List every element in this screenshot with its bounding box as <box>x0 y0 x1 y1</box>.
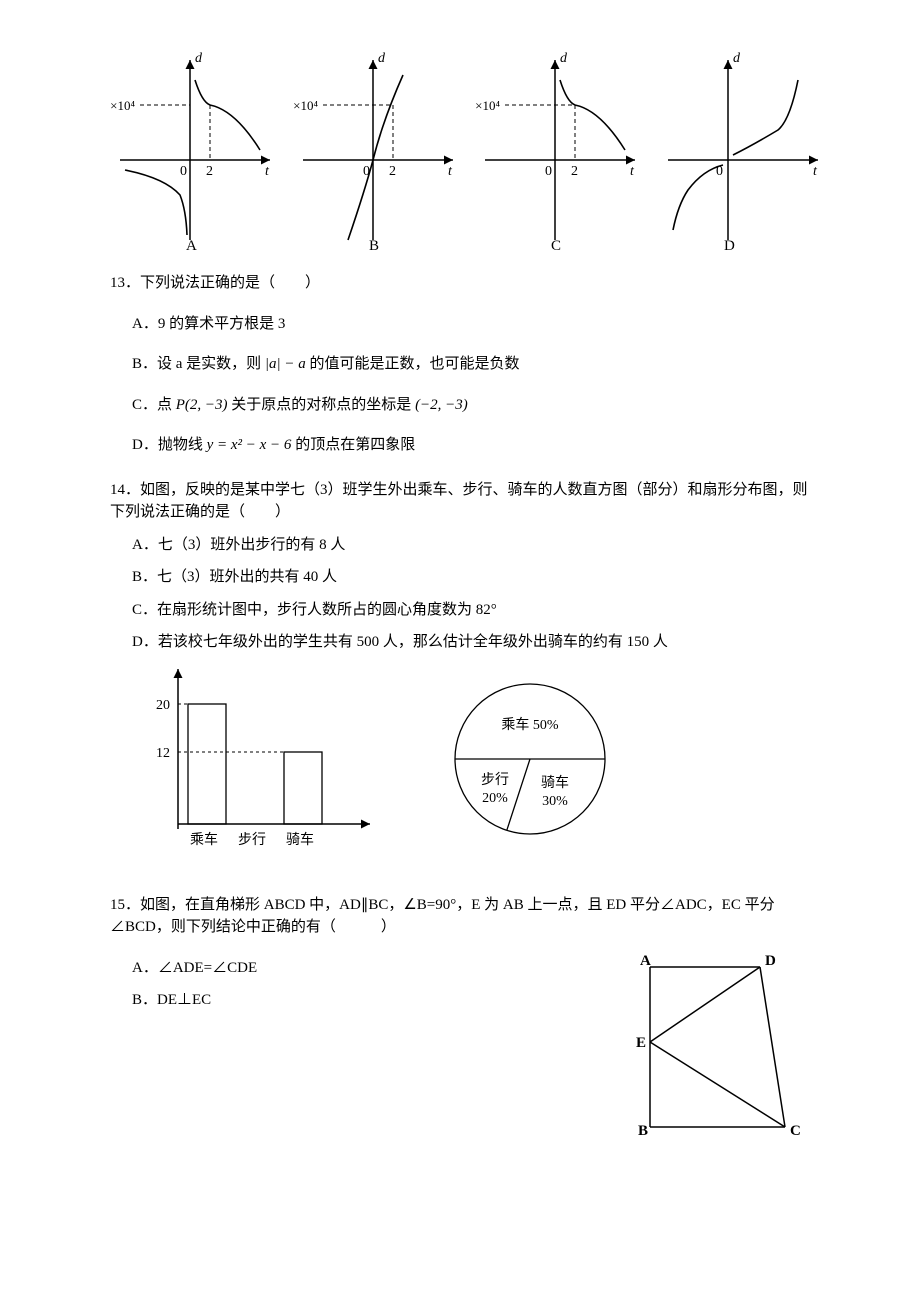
svg-text:20: 20 <box>156 698 170 713</box>
svg-text:A: A <box>640 953 651 969</box>
svg-text:乘车 50%: 乘车 50% <box>501 716 558 733</box>
svg-text:t: t <box>813 164 818 179</box>
graph-options-row: d t 0 1×10⁴ 2 A d t 0 1×10⁴ 2 B <box>110 50 820 250</box>
svg-text:t: t <box>630 164 635 179</box>
svg-text:E: E <box>636 1035 646 1051</box>
svg-text:乘车: 乘车 <box>190 831 218 848</box>
q13-option-c: C．点 P(2, −3) 关于原点的对称点的坐标是 (−2, −3) <box>132 394 820 417</box>
svg-text:d: d <box>378 51 386 66</box>
svg-text:2: 2 <box>571 164 578 179</box>
svg-text:C: C <box>551 238 561 250</box>
graph-option-c: d t 0 1×10⁴ 2 C <box>475 50 638 250</box>
q13-option-a: A．9 的算术平方根是 3 <box>132 313 820 336</box>
q14-option-c: C．在扇形统计图中，步行人数所占的圆心角度数为 82° <box>132 599 820 622</box>
graph-option-a: d t 0 1×10⁴ 2 A <box>110 50 273 250</box>
svg-text:t: t <box>448 164 453 179</box>
graph-option-d: d t 0 D <box>658 50 821 250</box>
x-tick: 2 <box>206 164 213 179</box>
svg-text:C: C <box>790 1123 801 1139</box>
graph-option-b: d t 0 1×10⁴ 2 B <box>293 50 456 250</box>
q14-charts: 20 12 乘车 步行 骑车 乘车 50% 步行 20% 骑车 30% <box>140 664 820 854</box>
svg-text:骑车: 骑车 <box>541 774 569 791</box>
q14-option-d: D．若该校七年级外出的学生共有 500 人，那么估计全年级外出骑车的约有 150… <box>132 631 820 654</box>
q14-option-a: A．七（3）班外出步行的有 8 人 <box>132 534 820 557</box>
svg-text:30%: 30% <box>542 794 568 809</box>
q13-stem: 13．下列说法正确的是（ ） <box>110 272 820 295</box>
q15-figure: A D C B E <box>620 947 820 1147</box>
q14-stem: 14．如图，反映的是某中学七（3）班学生外出乘车、步行、骑车的人数直方图（部分）… <box>110 479 820 524</box>
svg-text:D: D <box>765 953 776 969</box>
svg-text:0: 0 <box>545 164 552 179</box>
svg-text:B: B <box>369 238 379 250</box>
q13-option-b: B．设 a 是实数，则 |a| − a 的值可能是正数，也可能是负数 <box>132 353 820 376</box>
option-label: A <box>186 238 197 250</box>
y-tick: 1×10⁴ <box>110 98 135 113</box>
x-axis-label: t <box>265 164 270 179</box>
q13-option-d: D．抛物线 y = x² − x − 6 的顶点在第四象限 <box>132 434 820 457</box>
svg-text:B: B <box>638 1123 648 1139</box>
svg-text:d: d <box>560 51 568 66</box>
q14-option-b: B．七（3）班外出的共有 40 人 <box>132 566 820 589</box>
q15-option-a: A．∠ADE=∠CDE <box>132 957 580 980</box>
svg-text:骑车: 骑车 <box>286 831 314 848</box>
y-axis-label: d <box>195 51 203 66</box>
svg-text:步行: 步行 <box>238 832 266 848</box>
q14-pie-chart: 乘车 50% 步行 20% 骑车 30% <box>440 669 620 849</box>
q15-option-b: B．DE⊥EC <box>132 989 580 1012</box>
svg-text:1×10⁴: 1×10⁴ <box>293 98 318 113</box>
svg-text:步行: 步行 <box>481 772 509 788</box>
svg-text:D: D <box>724 238 735 250</box>
svg-text:20%: 20% <box>482 791 508 806</box>
origin-label: 0 <box>180 164 187 179</box>
svg-text:2: 2 <box>389 164 396 179</box>
svg-text:d: d <box>733 51 741 66</box>
q14-bar-chart: 20 12 乘车 步行 骑车 <box>140 664 380 854</box>
svg-text:12: 12 <box>156 746 170 761</box>
q15-stem: 15．如图，在直角梯形 ABCD 中，AD∥BC，∠B=90°，E 为 AB 上… <box>110 894 820 939</box>
svg-text:1×10⁴: 1×10⁴ <box>475 98 500 113</box>
